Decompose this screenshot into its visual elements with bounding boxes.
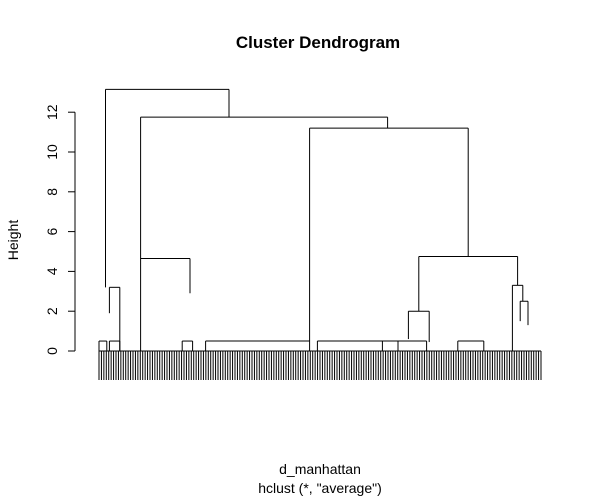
y-tick-label: 2: [44, 307, 60, 315]
y-tick-label: 10: [44, 144, 60, 160]
y-tick-label: 8: [44, 188, 60, 196]
dendrogram-tree: [98, 88, 529, 351]
y-tick-label: 6: [44, 227, 60, 235]
chart-title: Cluster Dendrogram: [236, 33, 400, 52]
y-tick-label: 4: [44, 267, 60, 275]
y-tick-label: 0: [44, 347, 60, 355]
dendrogram-leaves: [98, 350, 542, 380]
y-tick-label: 12: [44, 104, 60, 120]
y-axis: 0 2 4 6 8 10 12: [44, 104, 76, 355]
x-axis-label: d_manhattan: [279, 461, 361, 477]
method-label: hclust (*, "average"): [258, 480, 382, 496]
y-axis-label: Height: [5, 220, 21, 261]
